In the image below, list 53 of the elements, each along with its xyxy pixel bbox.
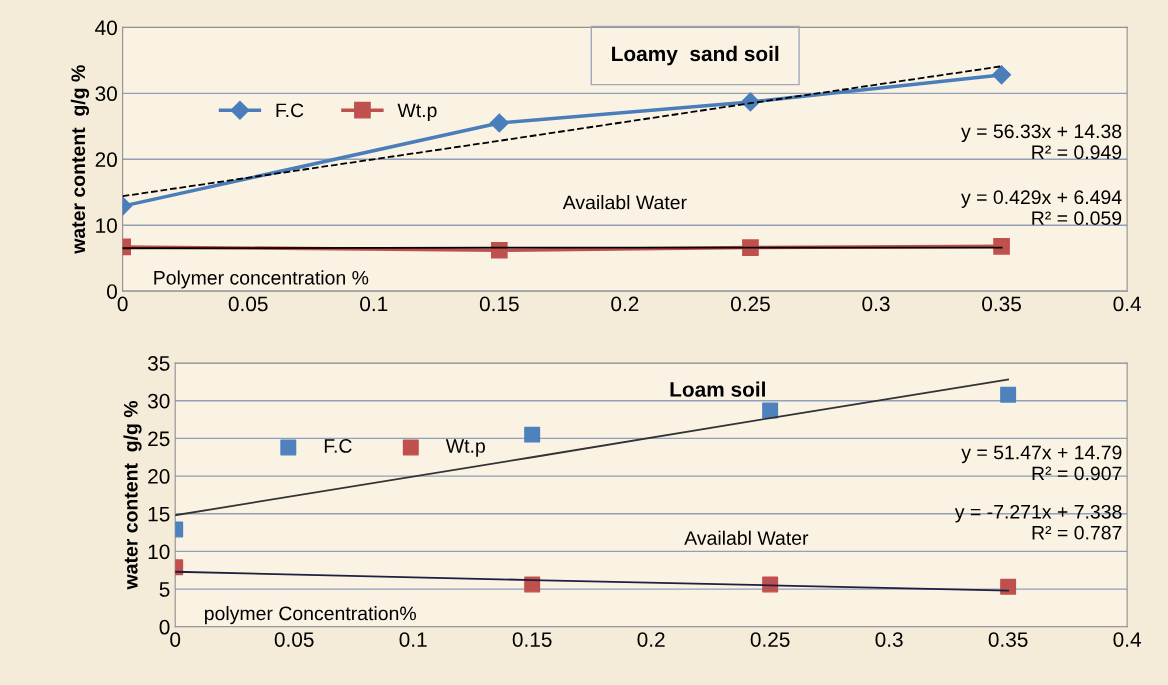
x-tick-label: 0 bbox=[117, 296, 128, 312]
point bbox=[489, 113, 509, 133]
y-tick-label: 15 bbox=[148, 506, 170, 522]
y-tick-label: 30 bbox=[147, 393, 170, 409]
point bbox=[993, 237, 1010, 255]
y-tick-label: 10 bbox=[96, 218, 117, 233]
annotation: y = 0.429x + 6.494 R² = 0.059 bbox=[961, 190, 1122, 226]
y-tick-label: 0 bbox=[159, 619, 170, 635]
x-tick-label: 0.35 bbox=[988, 632, 1028, 647]
text: Loam soil bbox=[670, 381, 765, 397]
x-tick-label: 0.2 bbox=[637, 632, 665, 647]
x-tick-label: 0.2 bbox=[611, 296, 639, 312]
x-tick-label: 0.25 bbox=[730, 296, 770, 312]
legend-label: F.C bbox=[324, 439, 352, 453]
x-tick-label: 0 bbox=[170, 632, 181, 647]
x-tick-label: 0.3 bbox=[875, 632, 903, 647]
x-tick-label: 0.4 bbox=[1113, 632, 1141, 647]
annotation: y = -7.271x + 7.338 R² = 0.787 bbox=[954, 504, 1122, 540]
x-tick-label: 0.15 bbox=[479, 296, 519, 312]
y-axis-title: water content g/g % bbox=[123, 400, 142, 590]
x-tick-label: 0.25 bbox=[750, 632, 790, 647]
x-tick-label: 0.1 bbox=[360, 296, 388, 312]
y-tick-label: 35 bbox=[147, 356, 170, 371]
x-tick-label: 0.15 bbox=[512, 632, 552, 647]
x-tick-label: 0.35 bbox=[982, 296, 1021, 312]
y-tick-label: 20 bbox=[95, 152, 117, 168]
y-tick-label: 5 bbox=[159, 582, 170, 597]
legend-label: F.C bbox=[276, 103, 304, 118]
point bbox=[1000, 386, 1017, 403]
y-tick-label: 30 bbox=[95, 86, 117, 102]
point bbox=[992, 65, 1012, 85]
x-tick-label: 0.4 bbox=[1113, 296, 1141, 312]
y-tick-label: 0 bbox=[107, 284, 117, 299]
y-tick-label: 20 bbox=[148, 469, 170, 484]
x-tick-label: 0.3 bbox=[862, 296, 890, 312]
text: Loamy sand soil bbox=[612, 45, 779, 66]
legend-label: Wt.p bbox=[445, 439, 485, 457]
x-axis-title: polymer Concentration% bbox=[205, 606, 416, 625]
y-axis-title: water content g/g % bbox=[70, 65, 90, 254]
x-tick-label: 0.05 bbox=[228, 296, 268, 312]
point bbox=[1000, 578, 1017, 595]
x-tick-label: 0.05 bbox=[274, 632, 314, 647]
x-axis-title: Polymer concentration % bbox=[154, 270, 369, 289]
annotation: y = 51.47x + 14.79 R² = 0.907 bbox=[961, 445, 1122, 481]
annotation: Availabl Water bbox=[562, 195, 687, 210]
legend-label: Wt.p bbox=[397, 103, 437, 122]
point bbox=[524, 426, 541, 443]
annotation: y = 56.33x + 14.38 R² = 0.949 bbox=[961, 124, 1122, 160]
x-tick-label: 0.1 bbox=[399, 632, 427, 647]
y-tick-label: 40 bbox=[95, 20, 117, 36]
annotation: Availabl Water bbox=[684, 530, 809, 545]
y-tick-label: 25 bbox=[148, 431, 170, 447]
y-tick-label: 10 bbox=[148, 544, 170, 560]
